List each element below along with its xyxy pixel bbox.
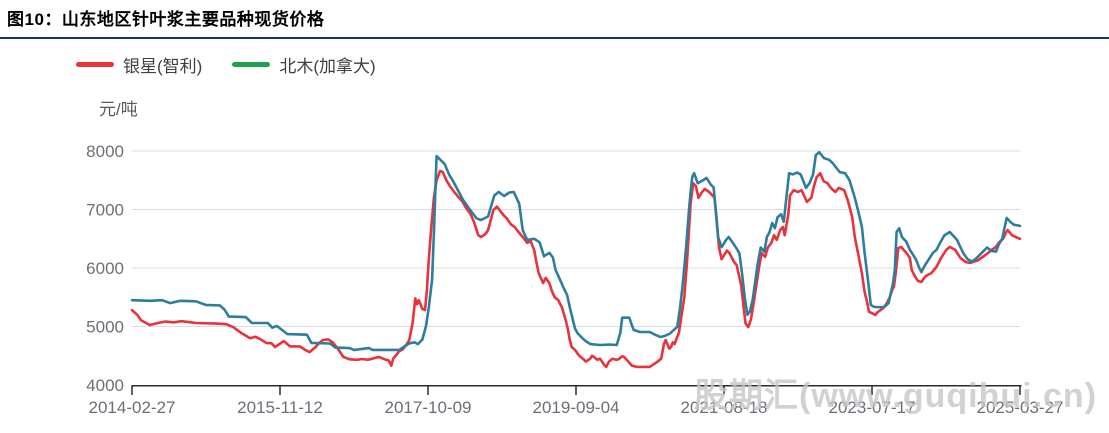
chart-legend: 银星(智利) 北木(加拿大) (76, 52, 376, 77)
y-axis-unit-label: 元/吨 (99, 100, 138, 119)
series-line-beimu-canada (130, 150, 1022, 352)
watermark: 股期汇(www.guqihui.cn) (694, 377, 1098, 415)
figure-title: 图10：山东地区针叶浆主要品种现货价格 (7, 10, 325, 29)
y-tick-label-6000: 6000 (86, 259, 124, 278)
legend-swatch-red-line (76, 62, 114, 67)
legend-swatch-green-line (232, 62, 271, 67)
x-tick-label: 2019-09-04 (533, 398, 620, 417)
legend-item-beimu: 北木(加拿大) (232, 52, 376, 77)
title-underline (0, 37, 1109, 39)
x-tick-label: 2023-07-17 (829, 398, 916, 417)
x-tick-label: 2025-03-27 (977, 398, 1064, 417)
x-tick-label: 2021-08-18 (681, 398, 768, 417)
y-tick-label-5000: 5000 (86, 318, 124, 337)
y-tick-label-7000: 7000 (86, 201, 124, 220)
x-tick-label: 2015-11-12 (237, 398, 323, 417)
legend-item-yinxing: 银星(智利) (76, 52, 202, 77)
legend-label-beimu: 北木(加拿大) (279, 57, 376, 76)
series-line-yinxing-chile (130, 169, 1022, 369)
y-tick-label-4000: 4000 (86, 376, 124, 395)
x-tick-label: 2017-10-09 (385, 398, 472, 417)
y-tick-label-8000: 8000 (86, 142, 124, 161)
x-tick-label: 2014-02-27 (89, 398, 176, 417)
legend-label-yinxing: 银星(智利) (123, 57, 203, 76)
